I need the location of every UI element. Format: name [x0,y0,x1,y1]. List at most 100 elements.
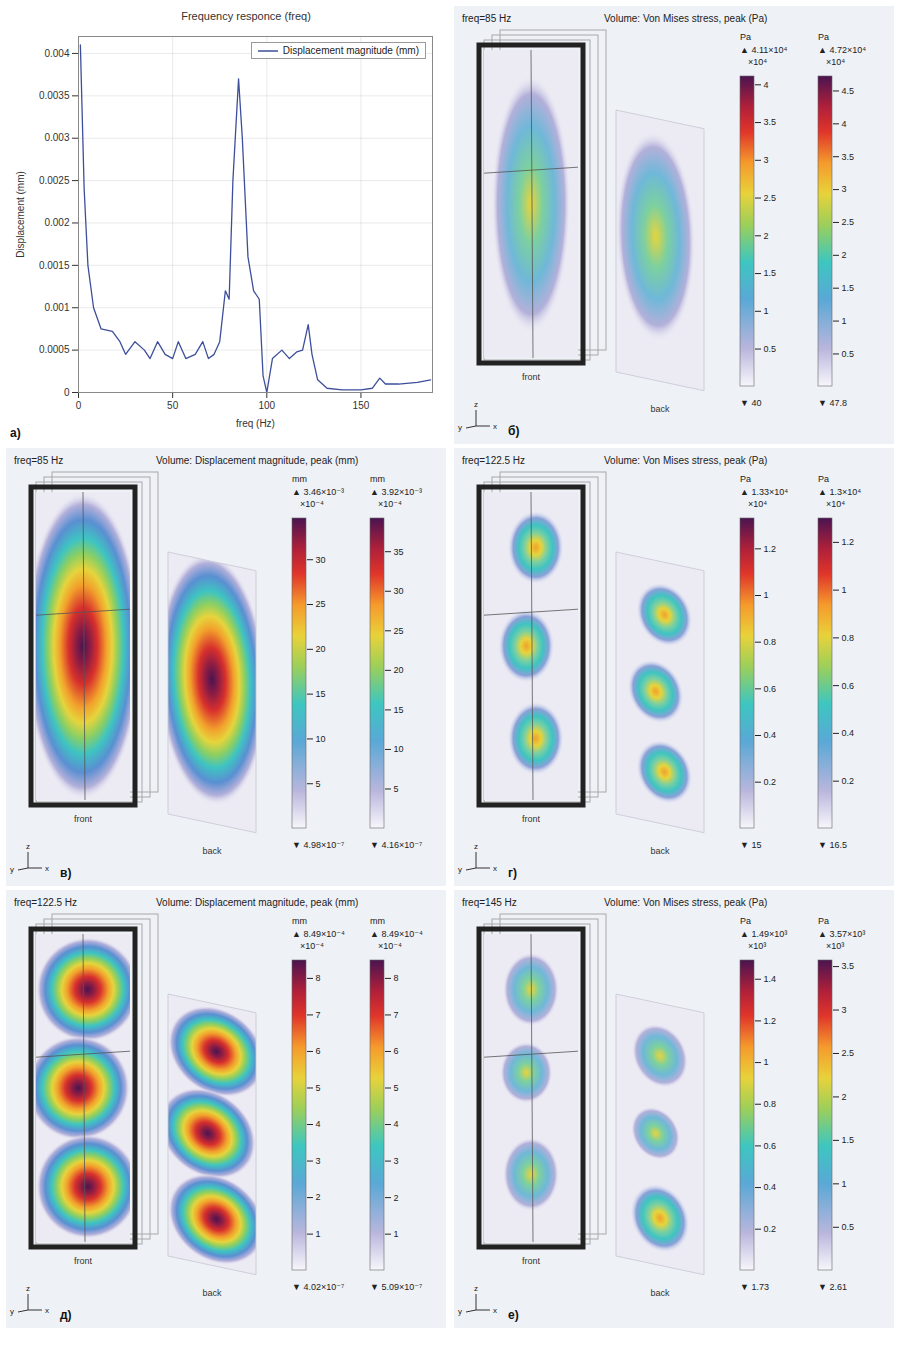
svg-text:3: 3 [316,1156,321,1166]
svg-text:0.2: 0.2 [842,776,855,786]
svg-text:3: 3 [842,1005,847,1015]
svg-text:30: 30 [316,555,326,565]
svg-text:x: x [493,864,497,873]
svg-text:в): в) [60,866,71,880]
svg-text:4: 4 [764,80,769,90]
svg-text:1.2: 1.2 [764,1016,777,1026]
svg-text:×10⁻⁴: ×10⁻⁴ [300,941,324,951]
svg-text:1: 1 [842,1179,847,1189]
svg-text:Pa: Pa [818,916,829,926]
svg-text:5: 5 [394,1083,399,1093]
svg-text:1.5: 1.5 [842,283,855,293]
svg-text:×10⁴: ×10⁴ [748,499,767,509]
svg-text:▲ 1.3×10⁴: ▲ 1.3×10⁴ [818,487,861,497]
svg-text:0.2: 0.2 [764,1224,777,1234]
svg-text:д): д) [60,1308,72,1322]
svg-text:5: 5 [316,1083,321,1093]
svg-text:6: 6 [394,1046,399,1056]
svg-text:10: 10 [316,734,326,744]
svg-text:4.5: 4.5 [842,86,855,96]
svg-text:▼ 40: ▼ 40 [740,398,761,408]
svg-text:0.002: 0.002 [44,217,69,228]
svg-text:1.2: 1.2 [842,537,855,547]
svg-text:▼ 4.02×10⁻⁷: ▼ 4.02×10⁻⁷ [292,1282,344,1292]
svg-text:0.5: 0.5 [842,349,855,359]
svg-text:▲ 8.49×10⁻⁴: ▲ 8.49×10⁻⁴ [292,929,345,939]
svg-text:3.5: 3.5 [764,117,777,127]
svg-text:2: 2 [394,1192,399,1202]
svg-text:front: front [522,372,541,382]
svg-text:▲ 8.49×10⁻⁴: ▲ 8.49×10⁻⁴ [370,929,423,939]
svg-text:35: 35 [394,547,404,557]
svg-text:0: 0 [76,400,82,411]
svg-text:Pa: Pa [818,32,829,42]
svg-text:freq (Hz): freq (Hz) [236,418,275,429]
svg-text:Pa: Pa [740,32,751,42]
svg-text:▲ 1.49×10³: ▲ 1.49×10³ [740,929,787,939]
svg-text:▼ 16.5: ▼ 16.5 [818,840,847,850]
svg-text:0.2: 0.2 [764,777,777,787]
svg-text:0.6: 0.6 [842,681,855,691]
svg-text:е): е) [508,1308,519,1322]
svg-text:▲ 1.33×10⁴: ▲ 1.33×10⁴ [740,487,788,497]
svg-text:freq=85 Hz: freq=85 Hz [14,455,63,466]
svg-text:y: y [10,1307,14,1316]
svg-text:Volume: Displacement magnitude: Volume: Displacement magnitude, peak (mm… [156,897,358,908]
svg-text:2: 2 [842,1092,847,1102]
svg-text:z: z [474,400,478,409]
svg-text:4: 4 [316,1119,321,1129]
svg-text:×10³: ×10³ [826,941,844,951]
svg-text:0.8: 0.8 [842,633,855,643]
svg-text:▼ 15: ▼ 15 [740,840,761,850]
svg-text:y: y [458,423,462,432]
svg-text:7: 7 [316,1010,321,1020]
svg-text:×10⁻⁴: ×10⁻⁴ [300,499,324,509]
svg-text:1: 1 [842,585,847,595]
svg-text:1: 1 [764,1057,769,1067]
svg-text:8: 8 [316,973,321,983]
svg-text:mm: mm [292,916,307,926]
svg-text:4: 4 [394,1119,399,1129]
svg-text:1.5: 1.5 [764,268,777,278]
svg-text:freq=122.5 Hz: freq=122.5 Hz [14,897,77,908]
svg-text:×10³: ×10³ [748,941,766,951]
svg-text:▲ 4.72×10⁴: ▲ 4.72×10⁴ [818,45,866,55]
svg-text:×10⁻⁴: ×10⁻⁴ [378,941,402,951]
svg-text:0.0025: 0.0025 [39,175,70,186]
svg-text:0.4: 0.4 [764,1182,777,1192]
svg-text:2: 2 [764,231,769,241]
svg-text:150: 150 [353,400,370,411]
svg-text:×10⁴: ×10⁴ [748,57,767,67]
svg-text:mm: mm [370,474,385,484]
svg-text:3.5: 3.5 [842,961,855,971]
svg-text:1.4: 1.4 [764,974,777,984]
svg-text:3: 3 [764,155,769,165]
svg-text:back: back [650,404,670,414]
svg-text:20: 20 [394,665,404,675]
svg-text:x: x [45,1306,49,1315]
svg-text:3: 3 [842,184,847,194]
svg-text:0.0035: 0.0035 [39,90,70,101]
svg-text:5: 5 [394,784,399,794]
svg-text:freq=122.5 Hz: freq=122.5 Hz [462,455,525,466]
svg-text:0.5: 0.5 [842,1222,855,1232]
svg-text:1: 1 [394,1229,399,1239]
svg-text:20: 20 [316,644,326,654]
svg-text:7: 7 [394,1010,399,1020]
svg-text:Pa: Pa [740,916,751,926]
svg-text:2: 2 [842,250,847,260]
svg-text:6: 6 [316,1046,321,1056]
svg-text:×10⁴: ×10⁴ [826,499,845,509]
svg-text:100: 100 [258,400,275,411]
svg-text:freq=145 Hz: freq=145 Hz [462,897,517,908]
svg-text:▼ 47.8: ▼ 47.8 [818,398,847,408]
svg-text:x: x [493,1306,497,1315]
svg-text:▲ 4.11×10⁴: ▲ 4.11×10⁴ [740,45,788,55]
svg-text:▼ 2.61: ▼ 2.61 [818,1282,847,1292]
svg-text:back: back [202,1288,222,1298]
svg-text:8: 8 [394,973,399,983]
svg-text:z: z [474,1284,478,1293]
svg-text:▲ 3.92×10⁻³: ▲ 3.92×10⁻³ [370,487,422,497]
svg-text:0.4: 0.4 [764,730,777,740]
svg-text:0.6: 0.6 [764,684,777,694]
